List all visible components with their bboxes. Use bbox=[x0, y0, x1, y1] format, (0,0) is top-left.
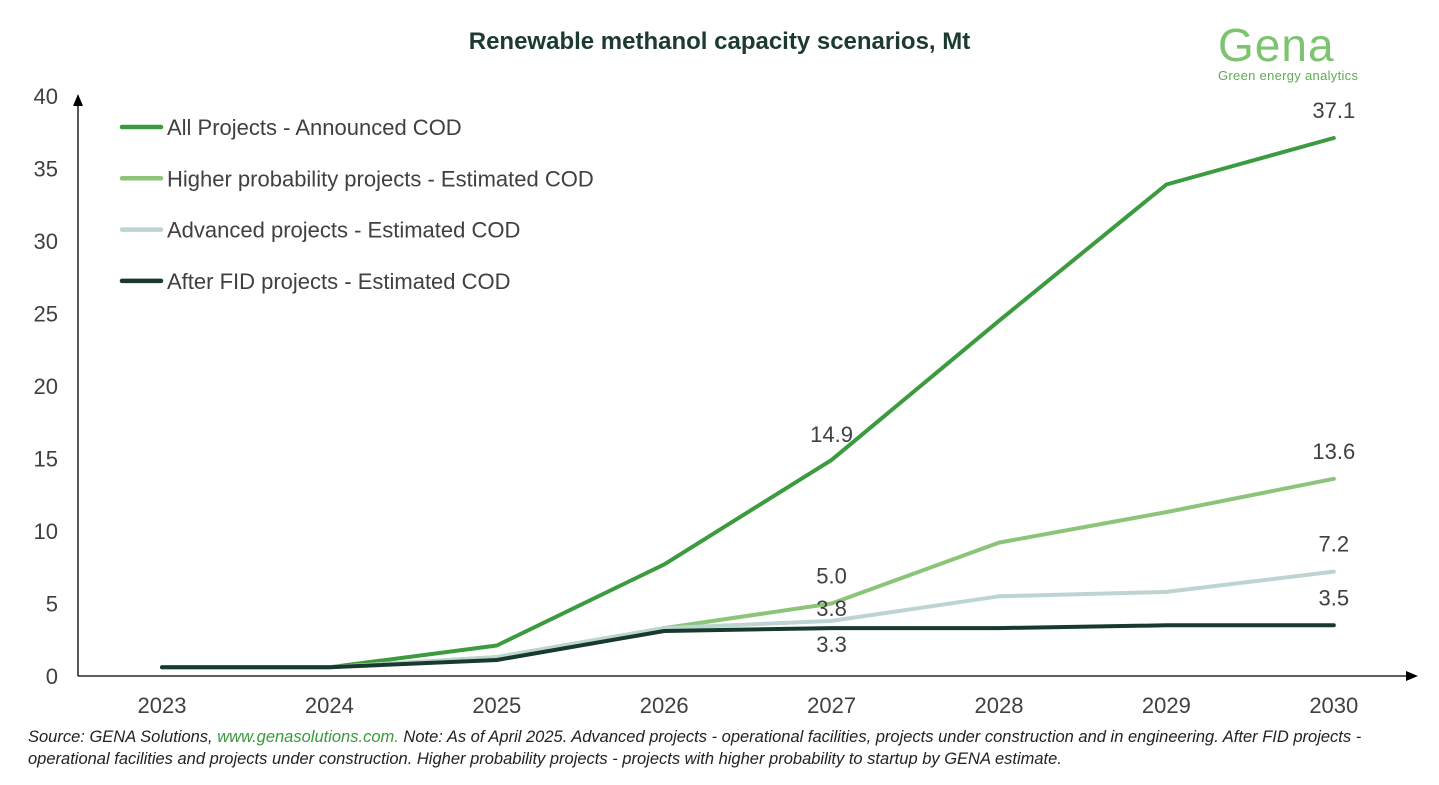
legend-label: All Projects - Announced COD bbox=[167, 115, 462, 140]
data-label: 5.0 bbox=[816, 564, 847, 589]
x-tick-label: 2030 bbox=[1309, 693, 1358, 718]
legend-label: Advanced projects - Estimated COD bbox=[167, 218, 520, 243]
x-tick-label: 2023 bbox=[138, 693, 187, 718]
source-prefix: Source: GENA Solutions, bbox=[28, 728, 218, 746]
y-tick-label: 20 bbox=[34, 374, 58, 399]
y-tick-label: 30 bbox=[34, 229, 58, 254]
y-tick-label: 40 bbox=[34, 84, 58, 109]
y-axis-labels: 0 5 10 15 20 25 30 35 40 bbox=[34, 84, 58, 689]
axes bbox=[73, 94, 1418, 681]
x-tick-label: 2028 bbox=[975, 693, 1024, 718]
y-tick-label: 15 bbox=[34, 447, 58, 472]
y-tick-label: 35 bbox=[34, 157, 58, 182]
data-label: 37.1 bbox=[1312, 98, 1355, 123]
y-tick-label: 10 bbox=[34, 519, 58, 544]
x-axis-arrow bbox=[1406, 671, 1418, 681]
series-line-1 bbox=[160, 476, 1336, 670]
source-note: Source: GENA Solutions, www.genasolution… bbox=[28, 726, 1418, 770]
y-tick-label: 25 bbox=[34, 302, 58, 327]
legend-label: Higher probability projects - Estimated … bbox=[167, 166, 594, 191]
y-tick-label: 0 bbox=[46, 664, 58, 689]
x-tick-label: 2024 bbox=[305, 693, 354, 718]
data-labels: 14.9 37.1 5.0 13.6 3.8 7.2 3.3 3.5 bbox=[810, 98, 1355, 657]
x-tick-label: 2027 bbox=[807, 693, 856, 718]
gena-logo: Gena Green energy analytics bbox=[1218, 20, 1388, 83]
series-lines bbox=[160, 136, 1336, 670]
source-rest: Note: As of April 2025. Advanced project… bbox=[28, 728, 1362, 768]
legend-label: After FID projects - Estimated COD bbox=[167, 269, 511, 294]
series-line-3 bbox=[160, 623, 1336, 670]
legend: All Projects - Announced COD Higher proba… bbox=[119, 115, 594, 294]
data-label: 3.5 bbox=[1319, 585, 1350, 610]
logo-tagline: Green energy analytics bbox=[1218, 68, 1359, 83]
x-tick-label: 2025 bbox=[472, 693, 521, 718]
data-label: 13.6 bbox=[1312, 439, 1355, 464]
data-label: 3.3 bbox=[816, 632, 847, 657]
x-tick-label: 2029 bbox=[1142, 693, 1191, 718]
x-tick-label: 2026 bbox=[640, 693, 689, 718]
data-label: 14.9 bbox=[810, 422, 853, 447]
data-label: 3.8 bbox=[816, 596, 847, 621]
data-label: 7.2 bbox=[1319, 532, 1350, 557]
logo-wordmark: Gena bbox=[1218, 19, 1335, 71]
y-tick-label: 5 bbox=[46, 592, 58, 617]
series-line-2 bbox=[160, 569, 1336, 670]
chart-title: Renewable methanol capacity scenarios, M… bbox=[468, 28, 971, 55]
x-axis-labels: 2023 2024 2025 2026 2027 2028 2029 2030 bbox=[138, 693, 1359, 718]
source-link[interactable]: www.genasolutions.com. bbox=[217, 728, 399, 746]
y-axis-arrow bbox=[73, 94, 83, 106]
